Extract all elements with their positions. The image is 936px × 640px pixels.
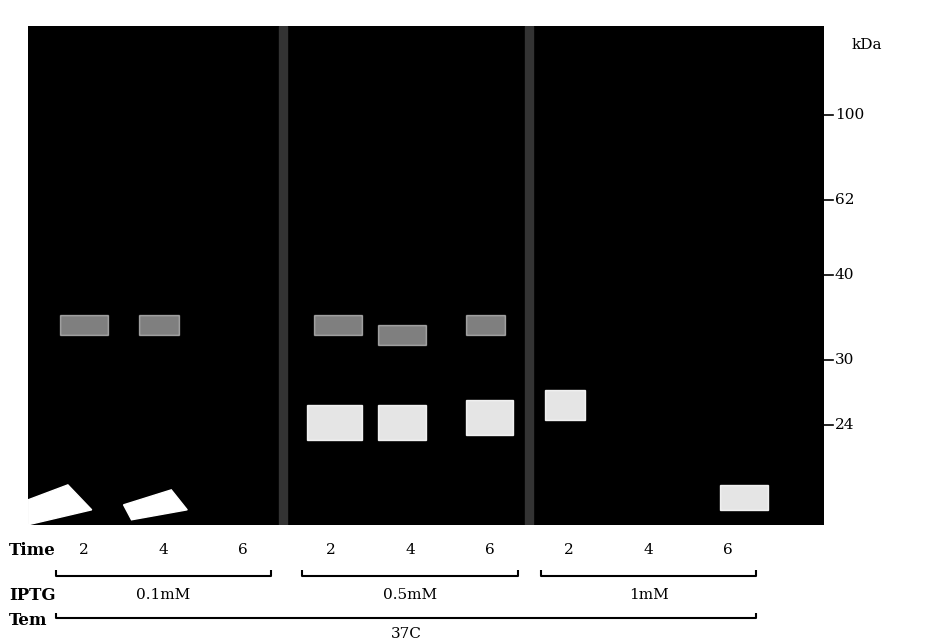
Bar	[378, 325, 426, 345]
Bar	[466, 400, 513, 435]
Polygon shape	[28, 485, 92, 525]
Text: Time: Time	[9, 542, 56, 559]
Polygon shape	[124, 490, 187, 520]
Text: 24: 24	[835, 418, 855, 432]
Text: 6: 6	[485, 543, 494, 557]
Bar	[60, 315, 108, 335]
Text: 4: 4	[405, 543, 415, 557]
Bar	[525, 26, 534, 525]
Text: 4: 4	[644, 543, 653, 557]
Text: IPTG: IPTG	[9, 587, 56, 604]
Bar	[139, 315, 179, 335]
Text: 37C: 37C	[390, 627, 421, 640]
Text: kDa: kDa	[852, 38, 883, 52]
Bar	[721, 485, 768, 510]
Text: 6: 6	[238, 543, 248, 557]
Text: 2: 2	[326, 543, 335, 557]
Text: 100: 100	[835, 108, 864, 122]
Bar	[546, 390, 585, 420]
Text: 62: 62	[835, 193, 855, 207]
Text: 2: 2	[79, 543, 89, 557]
Text: 0.1mM: 0.1mM	[137, 588, 190, 602]
Text: 2: 2	[564, 543, 574, 557]
Text: 40: 40	[835, 268, 855, 282]
Text: 4: 4	[158, 543, 168, 557]
Text: Tem: Tem	[9, 612, 48, 629]
Bar	[466, 315, 505, 335]
Text: 30: 30	[835, 353, 855, 367]
Bar	[306, 405, 362, 440]
Text: 1mM: 1mM	[629, 588, 668, 602]
Text: 6: 6	[724, 543, 733, 557]
Bar	[314, 315, 362, 335]
Bar	[279, 26, 286, 525]
Bar	[378, 405, 426, 440]
Text: 0.5mM: 0.5mM	[383, 588, 437, 602]
